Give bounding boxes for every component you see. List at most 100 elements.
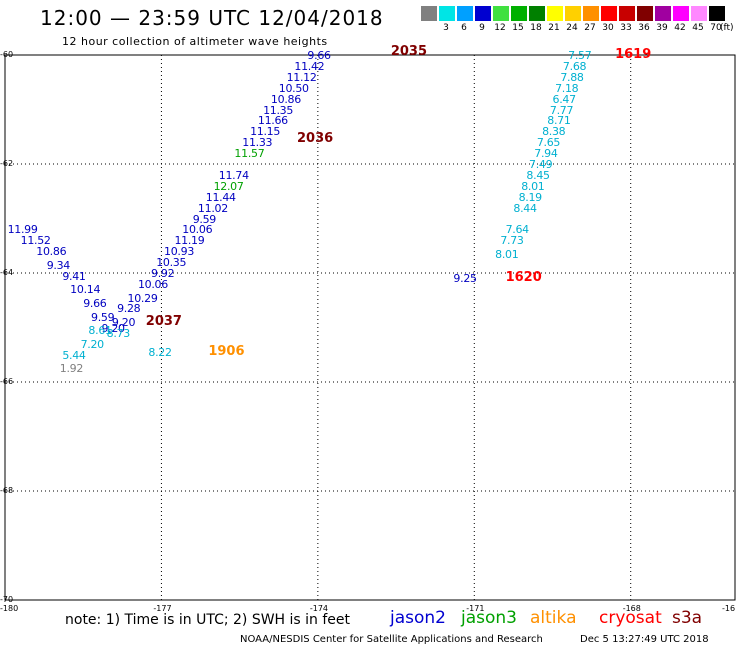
wave-height-value: 8.61 <box>88 324 112 338</box>
wave-height-value: 11.66 <box>257 114 288 128</box>
legend-label: 27 <box>584 23 596 33</box>
y-tick-label: -66 <box>0 377 14 386</box>
wave-height-value: 9.41 <box>62 269 86 283</box>
wave-height-value: 7.77 <box>549 103 574 117</box>
legend-label: 42 <box>674 23 686 33</box>
legend-label: 9 <box>479 23 485 33</box>
legend-unit: (ft) <box>720 23 734 33</box>
legend-swatch <box>601 6 617 21</box>
wave-height-value: 7.73 <box>500 234 524 248</box>
wave-height-value: 9.34 <box>46 258 71 272</box>
satellite-altika-label: altika <box>530 608 577 628</box>
wave-height-value: 11.42 <box>294 59 325 73</box>
wave-height-value: 9.25 <box>453 272 477 286</box>
legend-swatch <box>709 6 725 21</box>
legend-swatch <box>547 6 563 21</box>
wave-height-value: 5.44 <box>62 348 86 362</box>
wave-height-value: 10.06 <box>137 277 168 291</box>
x-tick-label: -171 <box>466 604 485 613</box>
wave-height-value: 12.07 <box>213 179 244 193</box>
legend-swatch <box>583 6 599 21</box>
wave-height-value: 8.45 <box>526 168 550 182</box>
wave-height-value: 7.49 <box>529 158 553 171</box>
wave-height-value: 9.28 <box>117 302 141 316</box>
wave-height-value: 9.20 <box>111 316 136 330</box>
legend-label: 70 <box>710 23 722 33</box>
wave-height-value: 8.22 <box>148 346 172 360</box>
legend-label: 3 <box>443 23 449 33</box>
legend-label: 39 <box>656 23 668 33</box>
wave-height-value: 11.99 <box>7 223 38 237</box>
wave-height-value: 11.35 <box>263 103 294 117</box>
wave-height-value: 7.57 <box>568 49 592 62</box>
x-tick-label: -180 <box>0 604 19 613</box>
legend-swatch <box>421 6 437 21</box>
wave-height-value: 8.44 <box>513 201 537 215</box>
pass-time-label: 1620 <box>505 270 542 286</box>
wave-height-value: 9.59 <box>91 310 115 324</box>
wave-height-value: 7.65 <box>536 136 561 150</box>
page-title: 12:00 — 23:59 UTC 12/04/2018 <box>40 6 384 30</box>
x-tick-label: -177 <box>153 604 172 613</box>
wave-height-value: 1.92 <box>59 362 84 376</box>
wave-height-value: 11.02 <box>197 201 228 215</box>
legend-swatch <box>457 6 473 21</box>
legend-label: 33 <box>620 23 632 33</box>
pass-time-label: 2036 <box>297 131 334 147</box>
plot-frame <box>4 54 736 601</box>
legend-swatch <box>529 6 545 21</box>
wave-height-value: 11.52 <box>20 234 51 248</box>
legend-swatch <box>691 6 707 21</box>
wave-height-value: 10.06 <box>182 223 213 237</box>
pass-time-label: 2037 <box>145 314 182 330</box>
wave-height-value: 11.44 <box>205 190 236 204</box>
wave-height-value: 8.73 <box>106 326 131 340</box>
wave-height-value: 7.94 <box>534 147 558 161</box>
y-tick-label: -70 <box>0 595 14 604</box>
y-tick-label: -68 <box>0 486 14 495</box>
legend-label: 6 <box>461 23 467 33</box>
legend-label: 21 <box>548 23 560 33</box>
x-tick-label: -168 <box>622 604 641 613</box>
legend-swatch <box>511 6 527 21</box>
credit-line: NOAA/NESDIS Center for Satellite Applica… <box>240 634 543 645</box>
wave-height-value: 9.92 <box>151 267 175 280</box>
legend-swatch <box>637 6 653 21</box>
legend-label: 12 <box>494 23 506 33</box>
y-tick-label: -64 <box>0 268 14 277</box>
wave-height-value: 9.20 <box>101 321 125 335</box>
satellite-s3a-label: s3a <box>672 608 703 628</box>
wave-height-value: 6.47 <box>552 92 577 106</box>
legend-swatch <box>475 6 491 21</box>
wave-height-value: 9.59 <box>192 212 217 226</box>
satellite-jason2-label: jason2 <box>390 608 446 628</box>
wave-height-value: 10.29 <box>127 291 158 305</box>
wave-height-value: 11.12 <box>286 70 317 84</box>
wave-height-value: 8.19 <box>518 190 543 204</box>
satellite-jason3-label: jason3 <box>461 608 517 628</box>
wave-height-value: 10.86 <box>36 245 67 259</box>
wave-height-value: 8.01 <box>521 179 545 193</box>
legend-swatch <box>493 6 509 21</box>
legend-label: 30 <box>602 23 614 33</box>
satellite-cryosat-label: cryosat <box>599 608 662 628</box>
legend-label: 15 <box>512 23 524 33</box>
page-subtitle: 12 hour collection of altimeter wave hei… <box>62 35 328 48</box>
x-tick-label: -16 <box>722 604 736 613</box>
legend-label: 36 <box>638 23 650 33</box>
wave-height-value: 7.20 <box>80 337 105 351</box>
color-legend: 3 6 9 12 15 18 21 24 27 30 33 36 39 42 45 70 <box>421 4 728 36</box>
wave-height-value: 7.88 <box>560 70 584 84</box>
wave-height-value: 8.71 <box>547 114 571 128</box>
wave-height-value: 11.57 <box>234 147 265 161</box>
wave-height-value: 8.01 <box>495 247 519 261</box>
legend-swatch <box>619 6 635 21</box>
wave-height-value: 10.50 <box>278 81 309 95</box>
wave-height-value: 10.86 <box>270 92 301 106</box>
wave-height-value: 7.18 <box>555 81 579 95</box>
wave-height-value: 8.38 <box>542 125 566 139</box>
y-tick-label: -60 <box>0 50 14 59</box>
wave-height-value: 10.93 <box>164 245 195 259</box>
y-tick-label: -62 <box>0 159 14 168</box>
